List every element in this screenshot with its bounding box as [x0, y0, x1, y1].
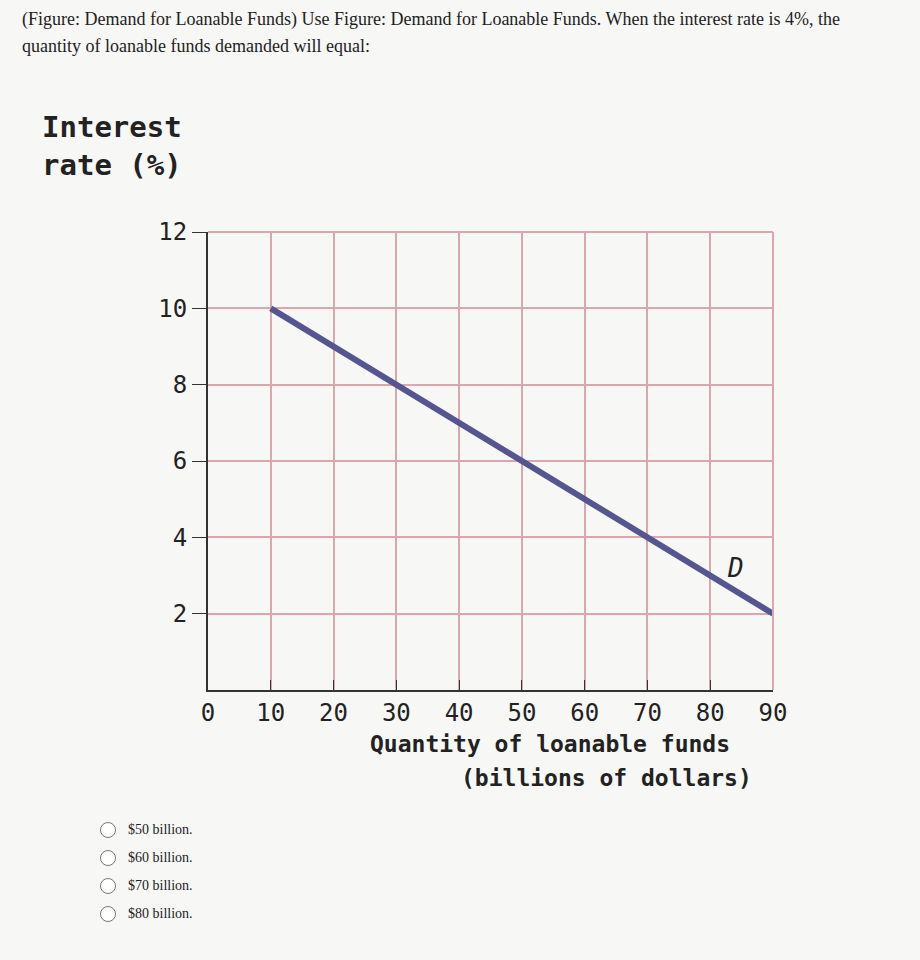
svg-text:70: 70: [633, 699, 662, 727]
svg-text:2: 2: [173, 600, 187, 628]
html-text:$50 billion.: $50 billion.: [128, 822, 193, 837]
html-text:$70 billion.: $70 billion.: [128, 878, 193, 893]
svg-text:10: 10: [158, 295, 187, 323]
html-text:(Figure: Demand for Loanable F: (Figure: Demand for Loanable Funds) Use …: [22, 9, 840, 56]
svg-text:Quantity of loanable funds: Quantity of loanable funds: [370, 731, 730, 757]
svg-text:8: 8: [173, 371, 187, 399]
svg-text:Interestrate (%): Interestrate (%): [42, 110, 182, 182]
svg-text:80: 80: [696, 699, 725, 727]
svg-text:60: 60: [570, 699, 599, 727]
svg-text:0: 0: [201, 699, 215, 727]
svg-text:20: 20: [319, 699, 348, 727]
svg-text:10: 10: [256, 699, 285, 727]
html-text:$80 billion.: $80 billion.: [128, 906, 193, 921]
svg-text:D: D: [727, 553, 744, 583]
html-text:$60 billion.: $60 billion.: [128, 850, 193, 865]
svg-text:50: 50: [507, 699, 536, 727]
svg-text:40: 40: [445, 699, 474, 727]
svg-text:90: 90: [759, 699, 788, 727]
svg-text:4: 4: [173, 524, 187, 552]
svg-text:12: 12: [158, 218, 187, 246]
svg-text:6: 6: [173, 447, 187, 475]
svg-text:(billions of dollars): (billions of dollars): [461, 765, 752, 791]
svg-text:30: 30: [382, 699, 411, 727]
